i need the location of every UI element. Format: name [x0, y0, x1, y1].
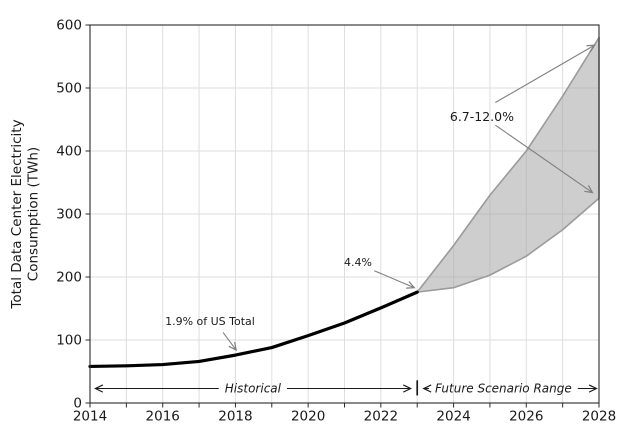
range-arrow-historical: Historical — [94, 382, 413, 396]
annotation-share-2023: 4.4% — [344, 256, 416, 289]
y-tick-label: 0 — [73, 396, 82, 412]
annotation-arrow — [374, 270, 416, 289]
historical-line — [88, 290, 419, 369]
x-tick-label: 2020 — [291, 409, 325, 425]
range-label: Historical — [225, 382, 282, 396]
y-axis-label: Total Data Center ElectricityConsumption… — [9, 119, 42, 309]
x-tick-label: 2018 — [218, 409, 252, 425]
y-tick-label: 300 — [56, 207, 82, 223]
axis-ticks — [85, 24, 600, 408]
x-tick-label: 2024 — [436, 409, 470, 425]
x-tick-label: 2028 — [582, 409, 616, 425]
annotation-arrow — [495, 44, 596, 103]
annotation-share-2028: 6.7-12.0% — [450, 44, 596, 194]
y-tick-label: 200 — [56, 270, 82, 286]
x-tick-label: 2016 — [146, 409, 180, 425]
annotation-text: 6.7-12.0% — [450, 109, 514, 124]
x-tick-labels: 2014 2016 2018 2020 2022 2024 2026 2028 — [73, 409, 616, 425]
annotation-text: 4.4% — [344, 256, 372, 269]
y-tick-label: 600 — [56, 18, 82, 34]
y-tick-label: 400 — [56, 144, 82, 160]
y-tick-label: 500 — [56, 81, 82, 97]
x-tick-label: 2014 — [73, 409, 107, 425]
annotation-arrow — [222, 332, 237, 352]
future-scenario-band — [416, 36, 600, 293]
x-tick-label: 2026 — [509, 409, 543, 425]
annotation-text: 1.9% of US Total — [165, 315, 255, 328]
annotation-arrow — [495, 124, 594, 194]
x-tick-label: 2022 — [364, 409, 398, 425]
range-arrow-future: Future Scenario Range — [422, 382, 598, 396]
y-tick-label: 100 — [56, 333, 82, 349]
y-tick-labels: 0 100 200 300 400 500 600 — [56, 18, 82, 412]
annotation-share-2018: 1.9% of US Total — [165, 315, 255, 352]
range-label: Future Scenario Range — [435, 382, 572, 396]
